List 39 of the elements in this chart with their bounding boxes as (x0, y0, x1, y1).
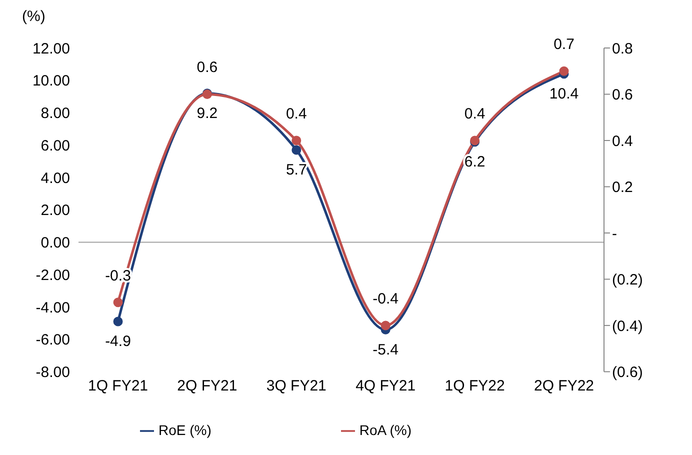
y-tick-label: 6.00 (40, 137, 70, 154)
y-tick-label: 8.00 (40, 105, 70, 122)
x-tick-label: 2Q FY22 (534, 377, 594, 394)
data-label: 5.7 (286, 162, 307, 179)
data-label: -4.9 (105, 333, 131, 350)
data-label: -5.4 (372, 341, 399, 358)
y-tick-label: 0.00 (40, 234, 70, 252)
y2-tick-label: (0.6) (612, 364, 643, 382)
data-label: 0.6 (196, 59, 218, 76)
y2-tick-label: 0.8 (612, 40, 633, 58)
legend-label: RoE (%) (158, 422, 212, 438)
y2-tick-label: - (612, 225, 617, 242)
y-axis-title: (%) (22, 8, 46, 25)
y2-tick-label: (0.4) (612, 318, 643, 335)
y-tick-label: 12.00 (32, 40, 70, 58)
data-label: 9.2 (196, 104, 218, 122)
data-label: -0.4 (372, 290, 399, 308)
y-tick-label: -2.00 (36, 266, 70, 284)
data-label: 0.4 (286, 105, 307, 122)
data-label: 6.2 (464, 154, 486, 171)
x-tick-label: 4Q FY21 (356, 377, 416, 394)
y-tick-label: 4.00 (40, 170, 70, 187)
data-label: 10.4 (549, 86, 579, 103)
y-tick-label: 2.00 (40, 202, 70, 220)
legend-label: RoA (%) (359, 422, 412, 438)
x-tick-label: 2Q FY21 (177, 377, 238, 394)
y2-tick-label: 0.2 (612, 179, 633, 196)
y2-tick-label: (0.2) (612, 272, 643, 289)
x-tick-label: 1Q FY22 (444, 377, 505, 394)
y2-tick-label: 0.4 (612, 132, 633, 150)
y-tick-label: 10.00 (32, 72, 70, 90)
y2-tick-label: 0.6 (612, 86, 633, 104)
y-tick-label: -4.00 (36, 299, 70, 316)
y-tick-label: -6.00 (36, 332, 70, 349)
x-tick-label: 3Q FY21 (266, 377, 326, 394)
data-label: 0.4 (464, 105, 486, 122)
data-label: 0.7 (554, 36, 574, 54)
y-tick-label: -8.00 (36, 364, 70, 382)
x-tick-label: 1Q FY21 (88, 377, 148, 394)
